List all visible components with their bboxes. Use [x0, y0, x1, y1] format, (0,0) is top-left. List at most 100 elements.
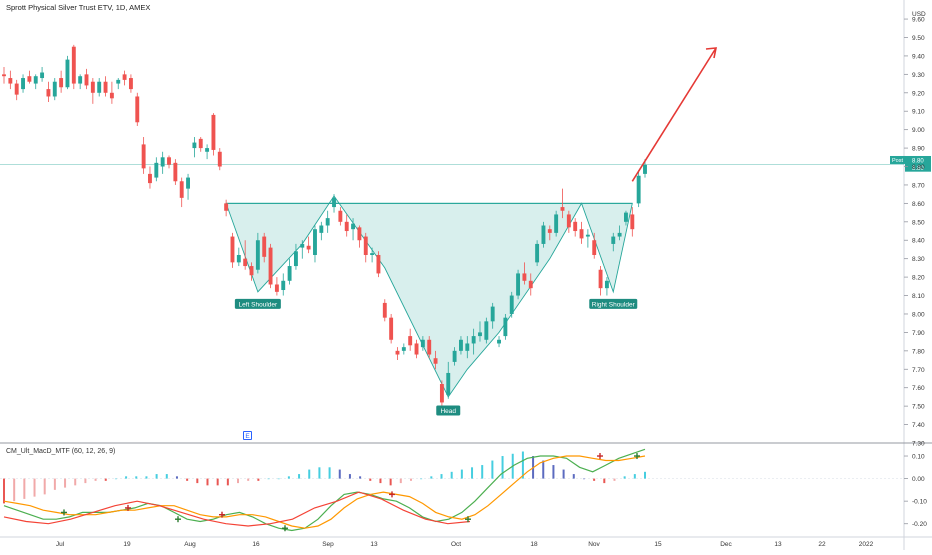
histogram-bar: [369, 478, 372, 481]
candle-body: [547, 229, 552, 233]
histogram-bar: [155, 474, 158, 479]
candle-body: [363, 236, 368, 255]
candle: [547, 225, 552, 241]
candle: [535, 240, 540, 267]
candle-body: [160, 157, 165, 167]
candle: [592, 232, 597, 259]
candle-body: [97, 81, 102, 93]
histogram-bar: [471, 467, 474, 479]
histogram-bar: [196, 478, 199, 484]
candle-body: [65, 59, 70, 88]
candle: [40, 66, 45, 82]
time-tick-label: 19: [123, 541, 131, 548]
candle: [198, 137, 203, 152]
candle: [509, 291, 514, 318]
candle: [471, 328, 476, 355]
candle-body: [566, 214, 571, 228]
histogram-bar: [186, 478, 189, 481]
histogram-bar: [572, 474, 575, 479]
histogram-bar: [582, 478, 585, 480]
histogram-bar: [613, 478, 616, 481]
histogram-bar: [450, 471, 453, 479]
histogram-bar: [430, 476, 433, 479]
candle: [636, 170, 641, 208]
candle: [71, 44, 76, 90]
histogram-bar: [74, 478, 77, 486]
histogram-bar: [460, 469, 463, 479]
candle-body: [135, 96, 140, 123]
candle-body: [585, 234, 590, 237]
candle: [154, 157, 159, 182]
candle: [192, 137, 197, 158]
price-tick-label: 9.40: [912, 53, 925, 60]
candle: [46, 81, 51, 103]
candle-body: [370, 253, 375, 255]
candle: [408, 328, 413, 351]
histogram-bar: [145, 476, 148, 479]
histogram-bar: [3, 478, 5, 504]
candle: [446, 361, 451, 399]
candle: [566, 210, 571, 233]
arrow-head: [705, 47, 717, 59]
candle: [624, 210, 628, 226]
candle-body: [268, 247, 273, 285]
candle-body: [33, 76, 38, 84]
histogram-bar: [420, 478, 423, 480]
histogram-bar: [603, 478, 606, 484]
candle-body: [459, 339, 463, 351]
candle-body: [630, 214, 635, 230]
candle-body: [52, 81, 57, 97]
candle: [528, 273, 533, 296]
indicator-tick-label: -0.10: [912, 499, 927, 506]
pattern-label-text: Left Shoulder: [239, 301, 279, 308]
candle-body: [490, 306, 495, 322]
price-tick-label: 9.30: [912, 72, 925, 79]
histogram-bar: [593, 478, 596, 481]
candle-body: [528, 280, 533, 289]
pattern-label-text: Right Shoulder: [592, 301, 636, 308]
candle: [497, 336, 501, 348]
candle: [262, 232, 267, 263]
time-tick-label: 15: [654, 541, 662, 548]
histogram-bar: [298, 474, 301, 479]
candle: [205, 144, 210, 160]
histogram-bar: [644, 471, 646, 479]
candle-body: [224, 203, 229, 211]
earnings-badge[interactable]: E: [243, 431, 252, 440]
candle-body: [211, 114, 216, 150]
candle-body: [414, 343, 419, 355]
price-tick-label: 9.60: [912, 17, 925, 24]
candle: [122, 70, 127, 86]
candle: [395, 347, 400, 361]
candle-body: [306, 245, 311, 250]
candle-body: [46, 89, 51, 97]
candle: [293, 243, 298, 270]
candle-body: [624, 212, 628, 222]
candle: [401, 343, 406, 355]
candle: [516, 269, 521, 300]
candle: [281, 273, 286, 296]
candle: [325, 210, 330, 233]
time-tick-label: 13: [370, 541, 378, 548]
candle: [173, 159, 178, 185]
histogram-bar: [379, 478, 382, 484]
candle: [579, 221, 584, 244]
pattern-label: Left Shoulder: [234, 298, 281, 309]
candle: [84, 68, 89, 90]
candle-body: [230, 236, 235, 263]
histogram-bar: [277, 478, 280, 480]
candle-body: [255, 240, 260, 270]
candle-body: [611, 236, 616, 244]
candle-body: [313, 229, 317, 255]
candle: [389, 313, 394, 344]
histogram-bar: [481, 465, 484, 479]
crossover-marker: [219, 511, 225, 518]
histogram-bar: [542, 460, 545, 479]
candle: [585, 229, 590, 248]
histogram-bar: [33, 478, 36, 497]
indicator-line: [3, 455, 646, 529]
candle-body: [541, 225, 546, 244]
candle: [179, 177, 184, 208]
candle: [306, 236, 311, 254]
